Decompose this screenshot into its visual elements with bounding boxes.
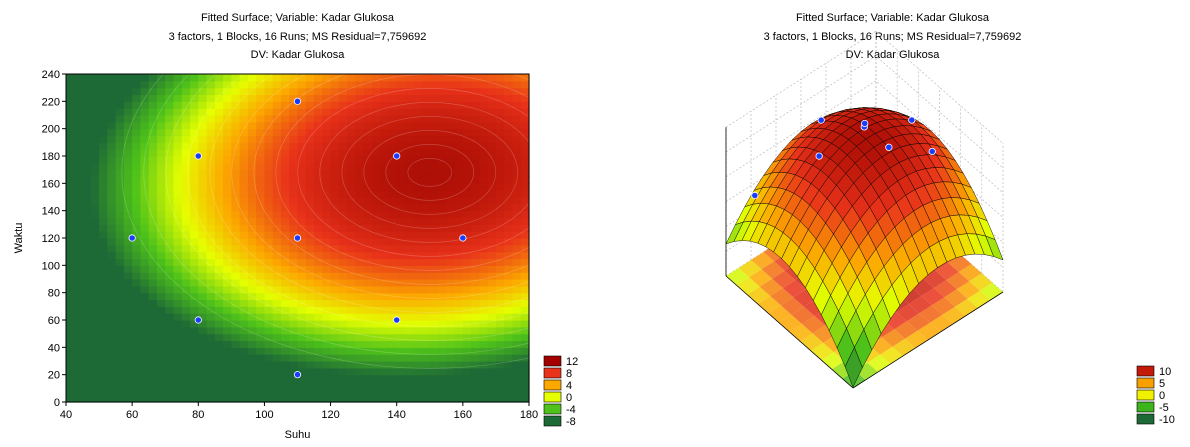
surface-legend-label: -10 [1159,414,1175,426]
design-point [194,316,202,324]
y-tick-label: 160 [42,178,60,190]
contour-title: Fitted Surface; Variable: Kadar Glukosa [200,12,394,24]
y-tick-label: 80 [48,288,60,300]
x-tick-label: 120 [321,409,339,421]
legend-label: -8 [566,416,576,428]
contour-dv-label: DV: Kadar Glukosa [250,49,345,61]
x-tick-label: 80 [192,409,204,421]
surface-design-point [885,143,893,151]
surface-subtitle: 3 factors, 1 Blocks, 16 Runs; MS Residua… [763,31,1022,43]
surface-legend-swatch [1136,389,1155,401]
legend-label: 8 [566,368,572,380]
surface-legend-swatch [1136,365,1155,377]
contour-lines [121,0,739,369]
x-tick-label: 100 [255,409,273,421]
contour-subtitle: 3 factors, 1 Blocks, 16 Runs; MS Residua… [168,31,427,43]
legend-swatch [543,403,562,415]
surface-legend-swatch [1136,413,1155,425]
x-tick-label: 40 [60,409,72,421]
surface-title: Fitted Surface; Variable: Kadar Glukosa [795,12,989,24]
legend-swatch [543,415,562,427]
surface-chart-panel: Fitted Surface; Variable: Kadar Glukosa … [595,0,1190,447]
x-axis-label: Suhu [285,429,311,441]
legend-swatch [543,355,562,367]
surface-legend-label: -5 [1159,402,1169,414]
y-tick-label: 40 [48,342,60,354]
y-tick-label: 20 [48,370,60,382]
x-tick-label: 180 [520,409,538,421]
surface-design-point [928,147,936,156]
legend-swatch [543,391,562,403]
legend-label: -4 [566,404,576,416]
surface-legend-swatch [1136,401,1155,413]
y-tick-label: 0 [54,397,60,409]
surface-dv-label: DV: Kadar Glukosa [845,49,940,61]
design-point [293,371,302,379]
surface-mesh [725,107,1004,388]
y-tick-label: 240 [42,69,60,81]
design-point [393,316,401,324]
design-point [194,152,202,160]
y-tick-label: 180 [42,151,60,163]
design-point [128,234,136,242]
surface-legend-label: 5 [1159,378,1165,390]
y-tick-label: 220 [42,96,60,108]
legend-swatch [543,367,562,379]
surface-design-point [861,119,869,128]
surface-legend-label: 10 [1159,366,1171,378]
surface-legend-label: 0 [1159,390,1165,402]
y-tick-label: 140 [42,206,60,218]
design-point [293,234,302,242]
legend-swatch [543,379,562,391]
y-axis-label: Waktu [13,223,25,254]
y-tick-label: 60 [48,315,60,327]
surface-box-edges [725,127,1004,389]
x-tick-label: 140 [388,409,406,421]
legend-label: 4 [566,380,572,392]
y-tick-label: 100 [42,260,60,272]
legend-label: 12 [566,356,578,368]
contour-chart-panel: Fitted Surface; Variable: Kadar Glukosa … [13,12,579,441]
y-tick-label: 200 [42,124,60,136]
surface-legend-swatch [1136,377,1155,389]
legend-label: 0 [566,392,572,404]
design-point [459,234,467,242]
x-tick-label: 60 [126,409,138,421]
x-tick-label: 160 [454,409,472,421]
design-point [393,152,401,160]
contour-plot: 40 60 80 100 120 140 160 1800204060801001201401… [13,69,579,441]
y-tick-label: 120 [42,233,60,245]
surface-design-point [751,191,759,200]
design-point [293,97,302,105]
contour-fill [66,74,530,403]
surface-design-point [908,116,916,124]
surface-design-point [817,116,825,124]
surface-design-point [815,152,823,160]
